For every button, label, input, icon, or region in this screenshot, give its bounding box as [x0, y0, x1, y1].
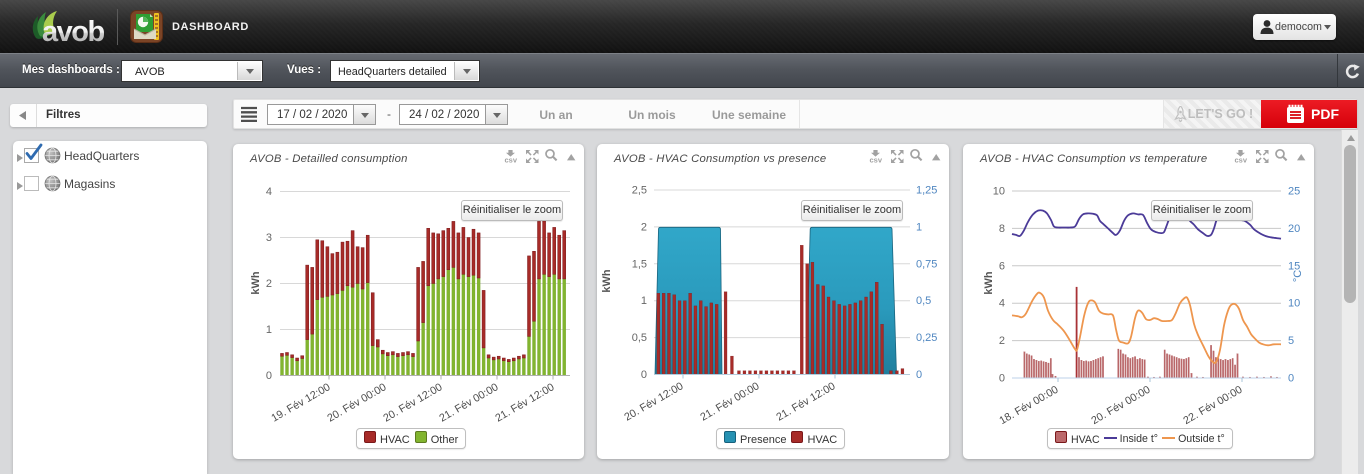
svg-text:5: 5 — [1288, 335, 1294, 347]
svg-text:kWh: kWh — [601, 269, 613, 293]
svg-text:21. Fév 12:00: 21. Fév 12:00 — [774, 380, 837, 423]
svg-text:2: 2 — [266, 278, 272, 290]
svg-text:21. Fév 00:00: 21. Fév 00:00 — [437, 381, 500, 424]
svg-text:19. Fév 12:00: 19. Fév 12:00 — [269, 381, 332, 424]
svg-text:2,5: 2,5 — [632, 185, 647, 197]
svg-text:1,5: 1,5 — [632, 258, 647, 270]
svg-text:0: 0 — [266, 370, 272, 382]
svg-text:avob: avob — [42, 16, 104, 48]
svg-text:csv: csv — [870, 156, 883, 165]
svg-text:10: 10 — [1288, 298, 1300, 310]
svg-text:0,5: 0,5 — [632, 332, 647, 344]
svg-text:0: 0 — [1288, 373, 1294, 385]
svg-text:20. Fév 00:00: 20. Fév 00:00 — [1089, 384, 1152, 427]
svg-text:2: 2 — [999, 335, 1005, 347]
svg-text:8: 8 — [999, 223, 1005, 235]
svg-text:20. Fév 00:00: 20. Fév 00:00 — [325, 381, 388, 424]
svg-text:1,25: 1,25 — [916, 185, 937, 197]
svg-text:20. Fév 12:00: 20. Fév 12:00 — [622, 380, 685, 423]
svg-text:18. Fév 00:00: 18. Fév 00:00 — [997, 384, 1060, 427]
svg-text:6: 6 — [999, 260, 1005, 272]
svg-text:kWh: kWh — [983, 271, 995, 295]
svg-text:1: 1 — [266, 324, 272, 336]
svg-text:2: 2 — [641, 221, 647, 233]
svg-text:0: 0 — [641, 369, 647, 381]
svg-text:1: 1 — [916, 221, 922, 233]
svg-text:0: 0 — [916, 369, 922, 381]
svg-text:°C: °C — [1292, 270, 1304, 282]
svg-text:csv: csv — [1235, 156, 1248, 165]
svg-text:20: 20 — [1288, 223, 1300, 235]
svg-text:0: 0 — [999, 373, 1005, 385]
svg-text:10: 10 — [993, 186, 1005, 198]
svg-text:0,75: 0,75 — [916, 258, 937, 270]
svg-text:15: 15 — [1288, 260, 1300, 272]
svg-text:csv: csv — [505, 156, 518, 165]
svg-text:3: 3 — [266, 232, 272, 244]
svg-text:22. Fév 00:00: 22. Fév 00:00 — [1181, 384, 1244, 427]
svg-text:1: 1 — [641, 295, 647, 307]
svg-text:4: 4 — [999, 298, 1005, 310]
svg-text:0,25: 0,25 — [916, 332, 937, 344]
svg-text:20. Fév 12:00: 20. Fév 12:00 — [381, 381, 444, 424]
svg-text:0,5: 0,5 — [916, 295, 931, 307]
svg-text:4: 4 — [266, 186, 272, 198]
svg-text:21. Fév 12:00: 21. Fév 12:00 — [493, 381, 556, 424]
svg-text:21. Fév 00:00: 21. Fév 00:00 — [698, 380, 761, 423]
svg-text:kWh: kWh — [250, 271, 262, 295]
svg-text:25: 25 — [1288, 186, 1300, 198]
